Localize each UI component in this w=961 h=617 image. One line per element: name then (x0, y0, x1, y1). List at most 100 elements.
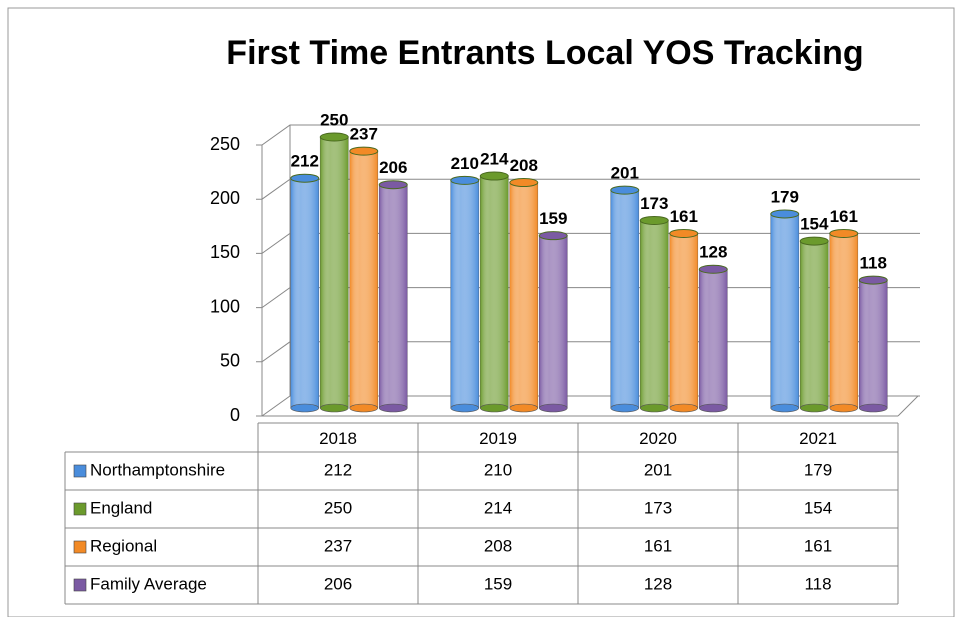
bar-shine (770, 213, 799, 408)
bar (698, 264, 728, 413)
bar-top (639, 215, 669, 225)
y-tick-label: 0 (230, 405, 240, 425)
table-value: 206 (324, 574, 352, 593)
table-value: 128 (644, 574, 672, 593)
data-label: 237 (350, 125, 378, 144)
data-label: 212 (291, 152, 319, 171)
bar (799, 236, 829, 413)
table-value: 250 (324, 498, 352, 517)
y-tick-label: 250 (210, 134, 240, 154)
bar-top (610, 185, 640, 195)
bar (290, 173, 320, 413)
bar (858, 275, 888, 413)
bar-base (538, 403, 568, 413)
bar (538, 231, 568, 413)
bar-base (319, 403, 349, 413)
bar-top (349, 146, 379, 156)
data-label: 210 (451, 154, 479, 173)
data-label: 118 (860, 254, 887, 273)
bar (639, 215, 669, 413)
bar-base (669, 403, 699, 413)
bar-shine (379, 184, 408, 408)
floor-edge (897, 395, 919, 417)
data-label: 201 (611, 164, 639, 183)
legend-swatch (73, 540, 87, 554)
y-tick-label: 200 (210, 188, 240, 208)
grid-line (256, 178, 920, 200)
bar-top (290, 173, 320, 183)
data-label: 154 (800, 215, 829, 234)
table-value: 212 (324, 460, 352, 479)
bar (479, 171, 509, 413)
bar-shine (509, 182, 538, 408)
bar-shine (610, 190, 639, 408)
bar-base (378, 403, 408, 413)
x-tick-label: 2019 (479, 429, 517, 448)
grid-line (256, 124, 920, 146)
table-value: 161 (804, 536, 832, 555)
bar-top (770, 209, 800, 219)
x-tick-label: 2018 (319, 429, 357, 448)
table-value: 161 (644, 536, 672, 555)
data-label: 161 (830, 207, 858, 226)
bar (669, 228, 699, 413)
data-label: 179 (771, 187, 799, 206)
y-tick-label: 150 (210, 242, 240, 262)
bar-top (669, 228, 699, 238)
bar-base (450, 403, 480, 413)
bar-shine (290, 178, 319, 408)
x-tick-label: 2021 (799, 429, 837, 448)
bar-base (509, 403, 539, 413)
table-value: 214 (484, 498, 512, 517)
bar-shine (349, 151, 378, 409)
data-label: 161 (670, 207, 698, 226)
data-label: 208 (510, 156, 538, 175)
bar (829, 228, 859, 413)
bar (378, 180, 408, 413)
data-label: 250 (320, 110, 348, 129)
table-value: 201 (644, 460, 672, 479)
bar-base (799, 403, 829, 413)
bar-shine (539, 235, 568, 408)
table-value: 159 (484, 574, 512, 593)
bar-base (290, 403, 320, 413)
legend-swatch (73, 464, 87, 478)
bar-shine (859, 280, 888, 408)
legend-swatch (73, 502, 87, 516)
bar-base (479, 403, 509, 413)
bar-shine (450, 180, 479, 408)
bar (770, 209, 800, 413)
data-label: 214 (480, 150, 509, 169)
bar (450, 175, 480, 413)
bar (349, 146, 379, 413)
legend-label: England (90, 498, 152, 517)
grid-line (256, 287, 920, 309)
table-value: 118 (804, 574, 831, 593)
bar-top (479, 171, 509, 181)
table-value: 179 (804, 460, 832, 479)
bar-shine (320, 137, 349, 408)
bar-top (319, 132, 349, 142)
table-value: 210 (484, 460, 512, 479)
bar-top (829, 228, 859, 238)
bar (509, 178, 539, 413)
table-value: 208 (484, 536, 512, 555)
table-value: 237 (324, 536, 352, 555)
bar-base (829, 403, 859, 413)
bar-top (450, 175, 480, 185)
data-label: 159 (539, 209, 567, 228)
grid-line (256, 232, 920, 254)
grid-line (256, 395, 920, 417)
bar-top (858, 275, 888, 285)
y-tick-label: 50 (220, 351, 240, 371)
bar-base (639, 403, 669, 413)
bar-top (698, 264, 728, 274)
legend-label: Family Average (90, 574, 207, 593)
bar-shine (829, 233, 858, 408)
bar (610, 185, 640, 413)
chart-title: First Time Entrants Local YOS Tracking (226, 34, 863, 72)
bar-top (509, 178, 539, 188)
y-tick-label: 100 (210, 296, 240, 316)
bar-base (858, 403, 888, 413)
